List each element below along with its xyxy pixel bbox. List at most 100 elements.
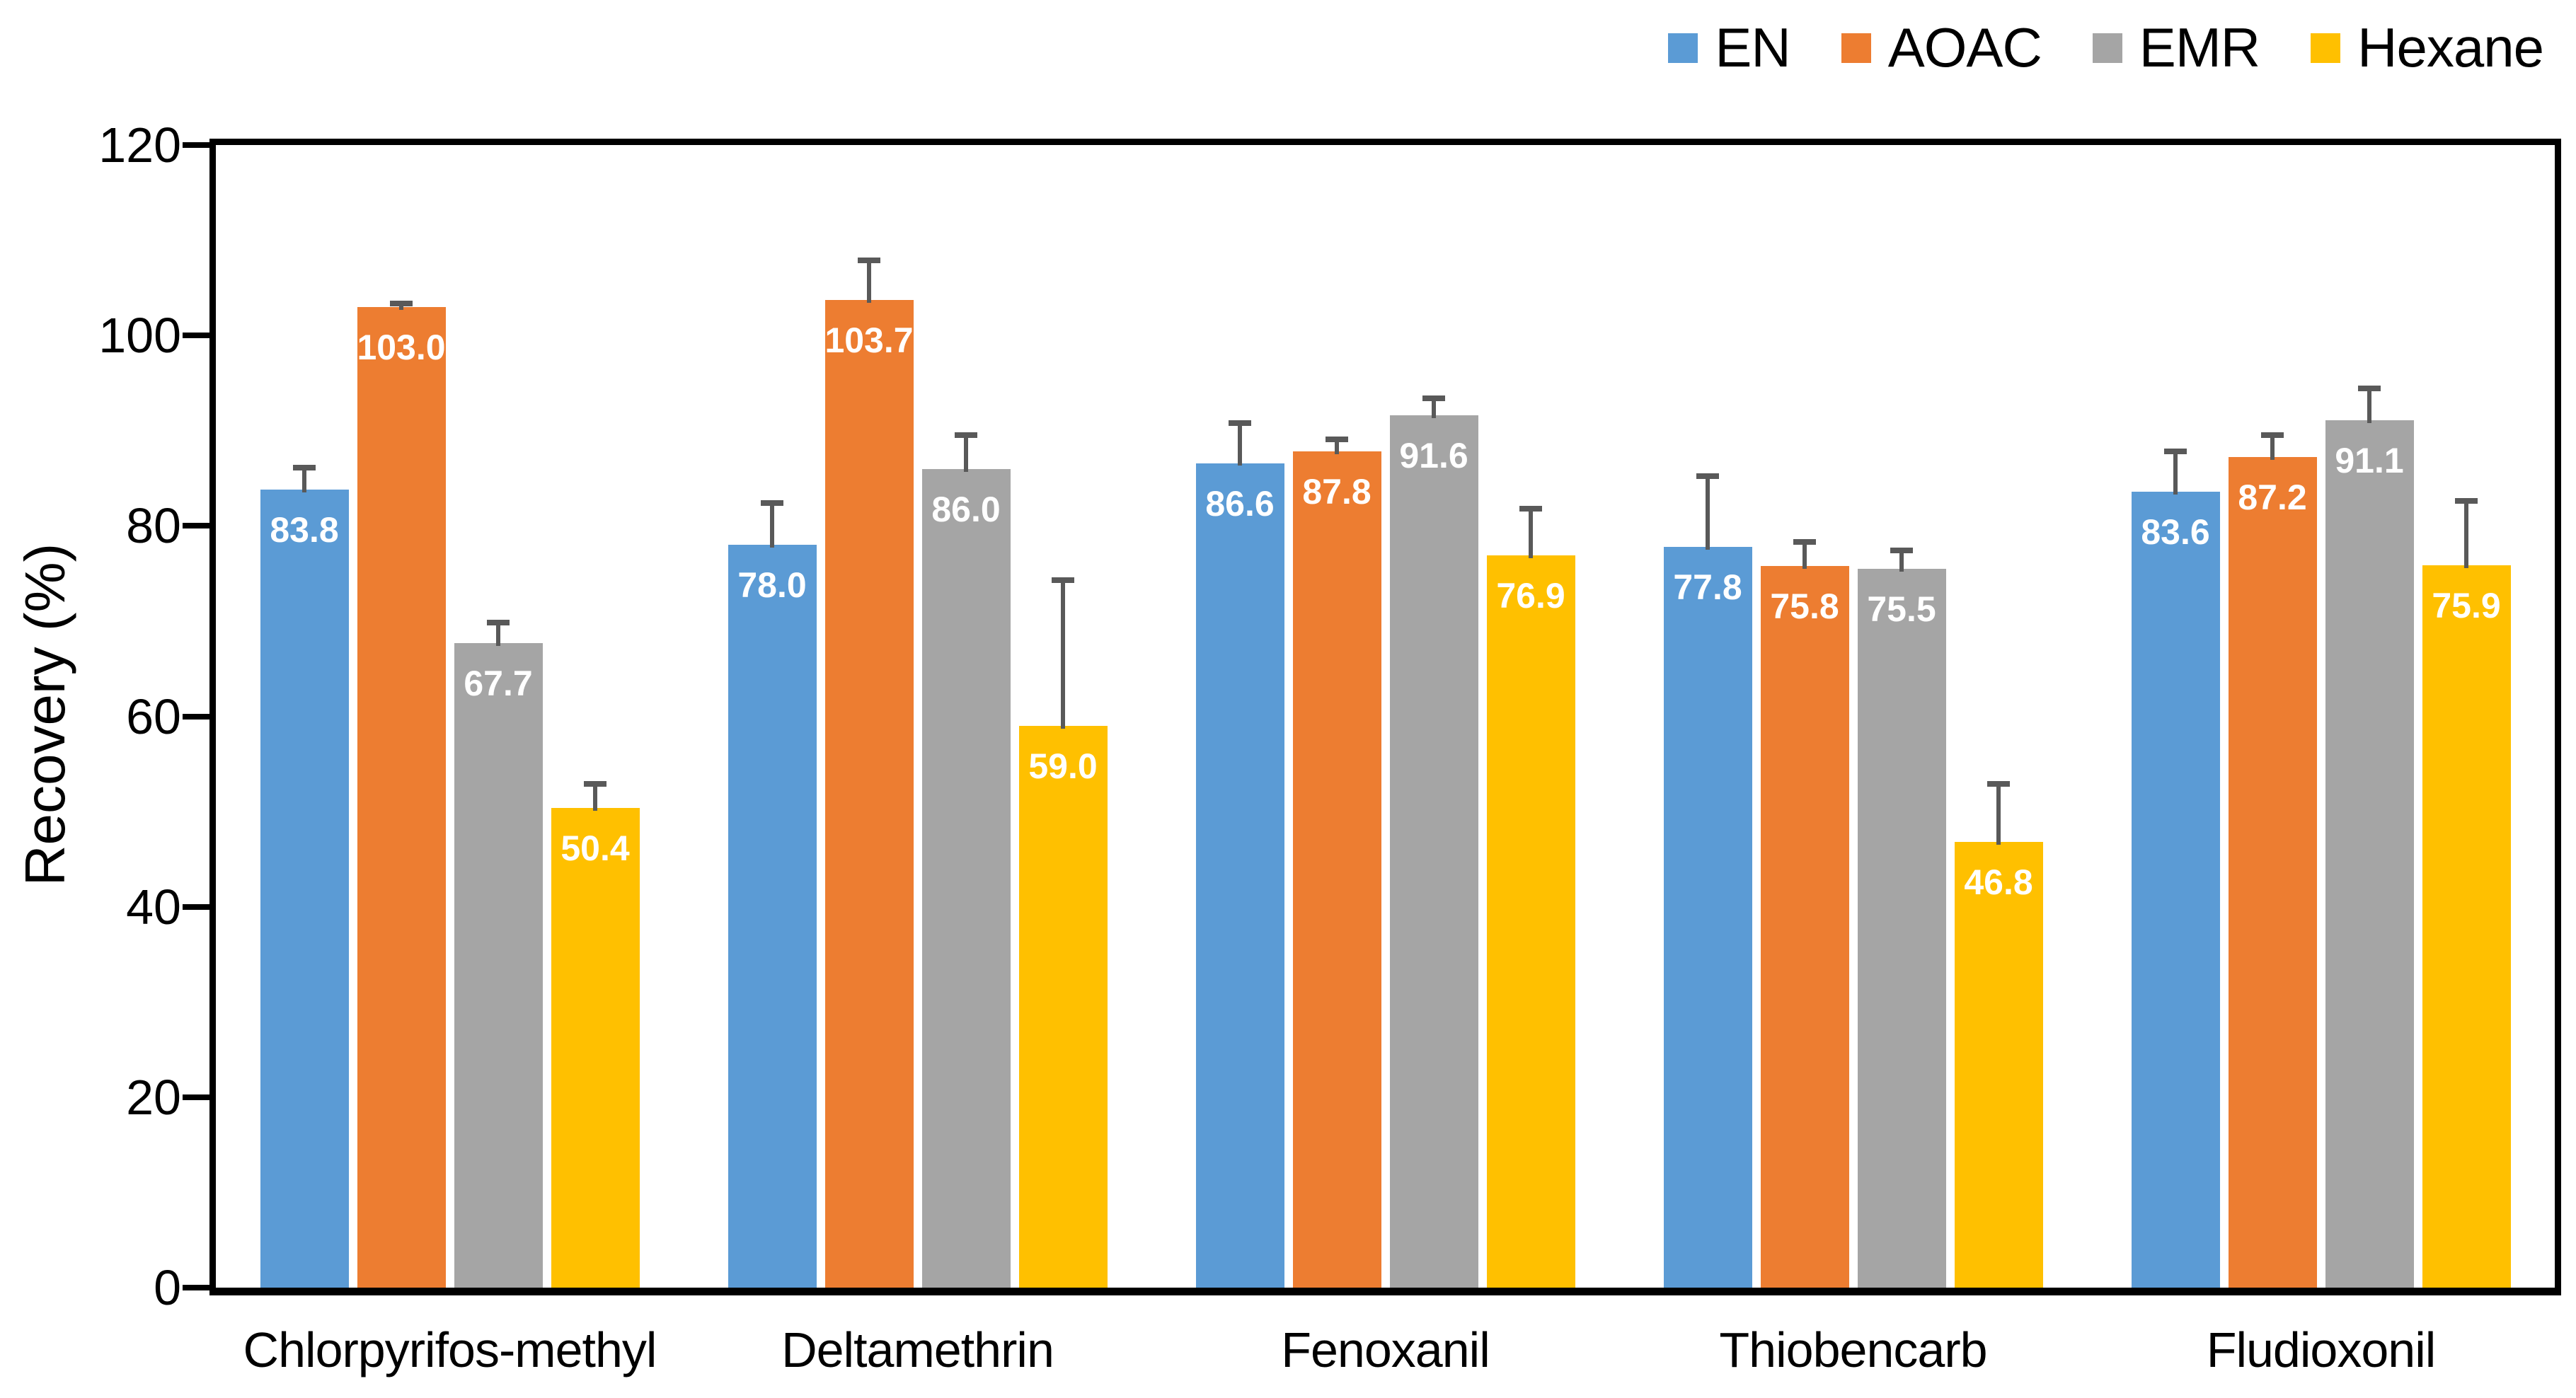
y-tick-mark: [183, 142, 209, 148]
error-bar-stem: [1899, 549, 1904, 572]
bar-data-label: 75.5: [1867, 589, 1936, 629]
y-tick-mark: [183, 1094, 209, 1100]
bar-data-label: 76.9: [1496, 576, 1565, 616]
bar-Hexane-Fenoxanil: [1486, 555, 1575, 1288]
bar-EN-Deltamethrin: [728, 545, 817, 1288]
error-bar-cap: [2358, 386, 2381, 392]
bar-AOAC-Fenoxanil: [1292, 451, 1381, 1288]
bar-AOAC-Thiobencarb: [1760, 565, 1849, 1288]
error-bar-cap: [955, 432, 977, 439]
bar-data-label: 78.0: [737, 565, 807, 606]
y-tick-label: 40: [126, 879, 181, 935]
bar-data-label: 77.8: [1673, 567, 1742, 607]
x-axis-line: [209, 1288, 2561, 1295]
error-bar-cap: [1519, 505, 1542, 512]
error-bar-stem: [1061, 579, 1065, 729]
bar-data-label: 75.9: [2432, 585, 2501, 625]
legend-item-EN: EN: [1668, 16, 1791, 80]
y-axis-line: [209, 139, 216, 1295]
y-tick-mark: [183, 1285, 209, 1290]
y-tick-mark: [183, 523, 209, 529]
bar-data-label: 75.8: [1770, 586, 1839, 626]
error-bar-stem: [1996, 782, 2001, 845]
bar-AOAC-Deltamethrin: [824, 300, 914, 1288]
y-tick-mark: [183, 333, 209, 339]
error-bar-stem: [1238, 422, 1242, 466]
legend-item-EMR: EMR: [2092, 16, 2260, 80]
bar-EMR-Deltamethrin: [921, 468, 1011, 1288]
bar-data-label: 103.0: [357, 327, 446, 367]
error-bar-cap: [390, 301, 413, 307]
y-tick-label: 80: [126, 498, 181, 554]
error-bar-stem: [496, 622, 500, 646]
error-bar-cap: [1052, 577, 1074, 583]
error-bar-stem: [2367, 388, 2371, 423]
error-bar-stem: [1529, 507, 1533, 559]
legend-swatch-Hexane: [2311, 33, 2341, 63]
error-bar-stem: [593, 782, 597, 811]
y-tick-label: 120: [98, 117, 181, 173]
y-tick-label: 0: [154, 1260, 181, 1315]
error-bar-stem: [2270, 434, 2275, 461]
error-bar-stem: [302, 466, 306, 493]
bar-EN-Thiobencarb: [1663, 546, 1752, 1288]
bar-data-label: 50.4: [560, 828, 630, 868]
legend-swatch-EN: [1668, 33, 1698, 63]
bar-data-label: 91.6: [1399, 436, 1468, 476]
error-bar-stem: [2464, 499, 2468, 568]
bar-data-label: 59.0: [1028, 746, 1098, 786]
bar-EN-Fludioxonil: [2131, 491, 2220, 1288]
x-axis-label: Deltamethrin: [781, 1322, 1054, 1377]
y-tick-label: 20: [126, 1069, 181, 1125]
error-bar-cap: [2164, 449, 2187, 454]
error-bar-cap: [487, 620, 510, 626]
error-bar-stem: [770, 502, 774, 548]
error-bar-stem: [1335, 438, 1339, 455]
bar-data-label: 87.8: [1302, 472, 1372, 512]
bar-data-label: 91.1: [2335, 440, 2404, 480]
error-bar-cap: [1422, 395, 1445, 401]
bar-Hexane-Thiobencarb: [1954, 842, 2043, 1288]
error-bar-stem: [1706, 475, 1710, 550]
bar-AOAC-Fludioxonil: [2228, 457, 2317, 1288]
bar-data-label: 83.8: [270, 510, 339, 550]
error-bar-cap: [1696, 473, 1719, 479]
bar-EMR-Thiobencarb: [1857, 568, 1946, 1288]
x-axis-label: Fenoxanil: [1281, 1322, 1490, 1377]
error-bar-stem: [1432, 397, 1436, 419]
bar-data-label: 103.7: [824, 320, 914, 361]
bar-data-label: 86.6: [1205, 483, 1275, 524]
bar-Hexane-Deltamethrin: [1018, 725, 1108, 1288]
y-tick-mark: [183, 713, 209, 720]
error-bar-stem: [2173, 451, 2178, 495]
legend-label: Hexane: [2357, 16, 2544, 79]
legend-label: AOAC: [1887, 16, 2042, 79]
x-axis-label: Chlorpyrifos-methyl: [243, 1322, 657, 1377]
y-tick-label: 60: [126, 688, 181, 744]
bar-data-label: 67.7: [464, 663, 533, 703]
bar-EMR-Fludioxonil: [2325, 420, 2414, 1288]
legend-label: EMR: [2139, 16, 2260, 79]
bar-data-label: 87.2: [2238, 478, 2307, 518]
error-bar-cap: [1793, 538, 1816, 545]
legend-swatch-AOAC: [1841, 33, 1871, 63]
error-bar-cap: [1326, 436, 1348, 442]
error-bar-stem: [1802, 541, 1807, 569]
bar-data-label: 46.8: [1964, 862, 2033, 903]
error-bar-cap: [293, 464, 316, 470]
legend-item-AOAC: AOAC: [1841, 16, 2042, 80]
error-bar-cap: [1987, 780, 2010, 787]
plot-right-border: [2555, 139, 2561, 1295]
error-bar-cap: [1890, 547, 1913, 553]
error-bar-stem: [867, 259, 871, 304]
bar-Hexane-Chlorpyrifos-methyl: [551, 807, 640, 1288]
bar-EN-Fenoxanil: [1195, 463, 1284, 1288]
error-bar-cap: [1229, 420, 1251, 426]
y-tick-label: 100: [98, 308, 181, 364]
legend-swatch-EMR: [2092, 33, 2122, 63]
error-bar-cap: [858, 257, 880, 263]
error-bar-cap: [2261, 432, 2284, 439]
y-tick-mark: [183, 903, 209, 910]
x-axis-label: Thiobencarb: [1719, 1322, 1987, 1377]
